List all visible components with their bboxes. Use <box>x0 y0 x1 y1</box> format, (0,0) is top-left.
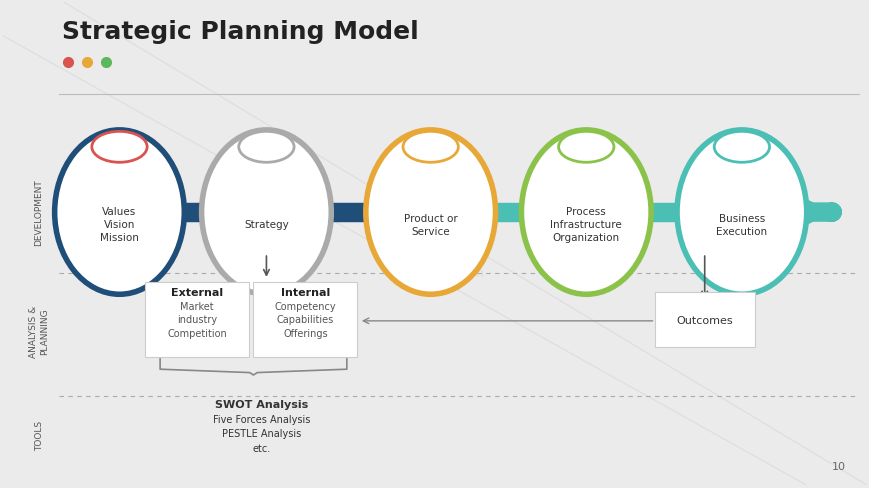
Circle shape <box>238 132 294 163</box>
Text: SlideModel.com: SlideModel.com <box>385 266 484 280</box>
Circle shape <box>713 132 769 163</box>
Text: ANALYSIS &
PLANNING: ANALYSIS & PLANNING <box>30 305 49 357</box>
Text: 10: 10 <box>831 461 845 471</box>
Circle shape <box>402 132 458 163</box>
Ellipse shape <box>55 131 184 295</box>
Ellipse shape <box>676 131 806 295</box>
Text: Process
Infrastructure
Organization: Process Infrastructure Organization <box>550 206 621 243</box>
Ellipse shape <box>521 131 650 295</box>
Text: Competition: Competition <box>167 328 227 338</box>
Text: SWOT Analysis: SWOT Analysis <box>216 399 308 409</box>
Text: Internal: Internal <box>281 287 329 297</box>
Text: Product or
Service: Product or Service <box>403 213 457 236</box>
Text: Capabilities: Capabilities <box>276 314 334 325</box>
Text: DEVELOPMENT: DEVELOPMENT <box>35 179 43 246</box>
FancyBboxPatch shape <box>145 283 249 357</box>
Text: Outcomes: Outcomes <box>676 315 733 325</box>
FancyBboxPatch shape <box>654 292 754 348</box>
Text: Business
Execution: Business Execution <box>715 213 766 236</box>
Circle shape <box>92 132 147 163</box>
Text: Strategic Planning Model: Strategic Planning Model <box>62 20 418 43</box>
Text: Market: Market <box>180 301 214 311</box>
Text: TOOLS: TOOLS <box>35 420 43 449</box>
FancyBboxPatch shape <box>253 283 357 357</box>
Text: industry: industry <box>177 314 217 325</box>
Text: Values
Vision
Mission: Values Vision Mission <box>100 206 139 243</box>
Text: Strategy: Strategy <box>244 220 289 230</box>
Ellipse shape <box>366 131 495 295</box>
Text: External: External <box>171 287 223 297</box>
Text: PESTLE Analysis: PESTLE Analysis <box>222 428 302 438</box>
Text: Offerings: Offerings <box>282 328 328 338</box>
Text: Competency: Competency <box>275 301 335 311</box>
Text: Five Forces Analysis: Five Forces Analysis <box>213 414 310 424</box>
Ellipse shape <box>202 131 331 295</box>
Circle shape <box>558 132 614 163</box>
Text: etc.: etc. <box>253 443 271 453</box>
